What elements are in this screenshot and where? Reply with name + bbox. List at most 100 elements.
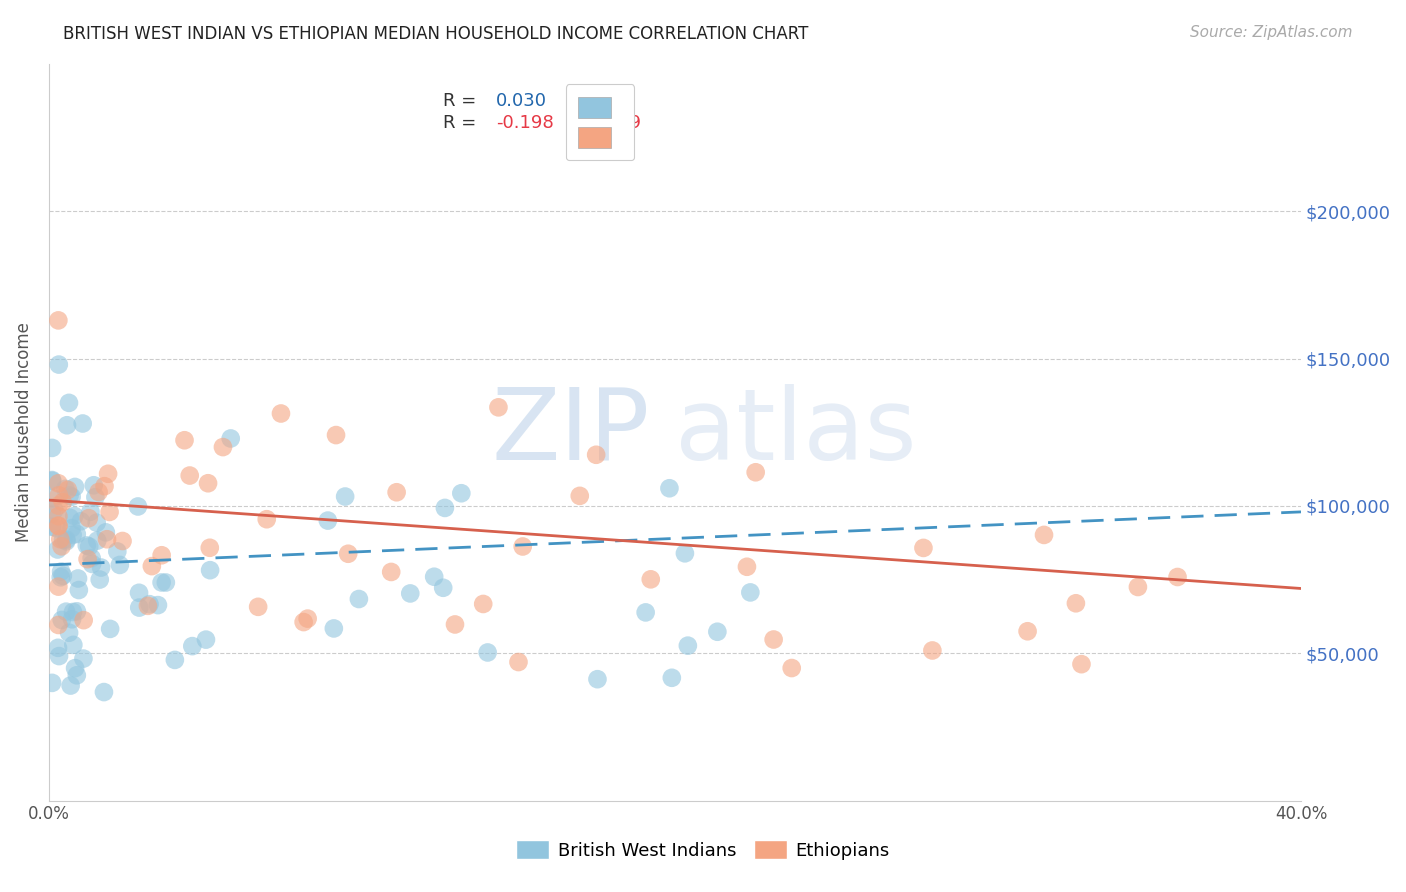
Point xyxy=(155,575,177,590)
Point xyxy=(48,509,70,524)
Point xyxy=(66,571,89,585)
Point xyxy=(52,495,75,509)
Point xyxy=(44,503,66,517)
Point xyxy=(658,481,681,495)
Point xyxy=(508,655,530,669)
Point xyxy=(48,649,70,664)
Point xyxy=(585,448,607,462)
Y-axis label: Median Household Income: Median Household Income xyxy=(15,322,32,542)
Point xyxy=(41,473,63,487)
Point xyxy=(337,547,360,561)
Point xyxy=(96,533,118,547)
Point xyxy=(108,558,131,572)
Point xyxy=(297,612,319,626)
Point xyxy=(385,485,408,500)
Point xyxy=(740,585,762,599)
Point xyxy=(93,479,115,493)
Point xyxy=(127,500,149,514)
Point xyxy=(80,551,103,566)
Point xyxy=(212,440,235,454)
Point xyxy=(744,465,766,479)
Point xyxy=(72,651,94,665)
Point xyxy=(55,534,77,549)
Point xyxy=(86,533,108,548)
Point xyxy=(586,672,609,686)
Point xyxy=(49,533,72,547)
Point xyxy=(1017,624,1039,639)
Point xyxy=(136,599,159,613)
Point xyxy=(60,490,83,504)
Point xyxy=(83,478,105,492)
Point xyxy=(399,586,422,600)
Point xyxy=(48,580,70,594)
Point xyxy=(82,557,104,571)
Point xyxy=(141,559,163,574)
Point xyxy=(62,605,84,619)
Point xyxy=(1070,657,1092,672)
Point xyxy=(477,645,499,659)
Point xyxy=(63,480,86,494)
Point xyxy=(325,428,347,442)
Point xyxy=(194,632,217,647)
Point xyxy=(55,533,77,547)
Text: -0.198: -0.198 xyxy=(496,114,554,132)
Point xyxy=(51,613,73,627)
Point xyxy=(634,606,657,620)
Point xyxy=(89,573,111,587)
Point xyxy=(58,488,80,502)
Point xyxy=(676,639,699,653)
Point xyxy=(49,570,72,584)
Point xyxy=(46,542,69,557)
Point xyxy=(1126,580,1149,594)
Point xyxy=(62,528,84,542)
Point xyxy=(46,640,69,655)
Point xyxy=(70,514,93,528)
Point xyxy=(41,441,63,455)
Point xyxy=(48,358,70,372)
Point xyxy=(51,539,73,553)
Point xyxy=(111,534,134,549)
Point xyxy=(150,575,173,590)
Text: R =: R = xyxy=(443,114,482,132)
Point xyxy=(450,486,472,500)
Point xyxy=(673,546,696,560)
Point xyxy=(48,618,70,632)
Point xyxy=(53,482,76,496)
Point xyxy=(94,525,117,540)
Point xyxy=(98,622,121,636)
Text: BRITISH WEST INDIAN VS ETHIOPIAN MEDIAN HOUSEHOLD INCOME CORRELATION CHART: BRITISH WEST INDIAN VS ETHIOPIAN MEDIAN … xyxy=(63,25,808,43)
Point xyxy=(86,516,108,530)
Point xyxy=(41,474,63,488)
Point xyxy=(150,548,173,562)
Text: N =: N = xyxy=(550,92,607,110)
Point xyxy=(322,622,344,636)
Point xyxy=(76,538,98,552)
Point xyxy=(1064,596,1087,610)
Point xyxy=(432,581,454,595)
Point xyxy=(706,624,728,639)
Point xyxy=(79,505,101,519)
Text: Source: ZipAtlas.com: Source: ZipAtlas.com xyxy=(1189,25,1353,40)
Point xyxy=(49,565,72,579)
Point xyxy=(59,679,82,693)
Point xyxy=(198,563,221,577)
Point xyxy=(67,582,90,597)
Text: 59: 59 xyxy=(619,114,641,132)
Point xyxy=(380,565,402,579)
Point xyxy=(256,512,278,526)
Text: ZIP: ZIP xyxy=(492,384,650,481)
Point xyxy=(52,568,75,582)
Point xyxy=(41,676,63,690)
Point xyxy=(270,407,292,421)
Point xyxy=(93,685,115,699)
Legend: British West Indians, Ethiopians: British West Indians, Ethiopians xyxy=(509,833,897,867)
Point xyxy=(444,617,467,632)
Point xyxy=(77,511,100,525)
Text: R =: R = xyxy=(443,92,482,110)
Point xyxy=(105,544,128,558)
Point xyxy=(63,661,86,675)
Point xyxy=(512,540,534,554)
Point xyxy=(90,560,112,574)
Point xyxy=(48,518,70,533)
Point xyxy=(568,489,591,503)
